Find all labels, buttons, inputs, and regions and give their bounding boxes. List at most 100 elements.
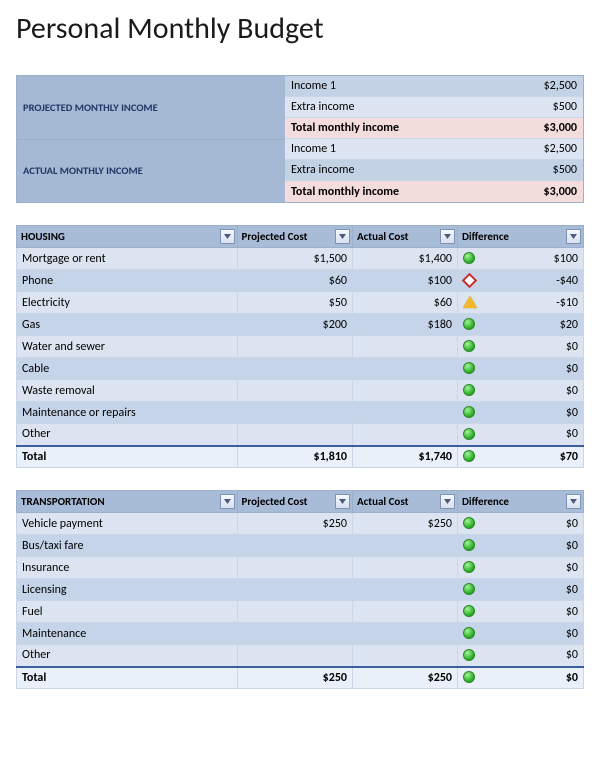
cell-projected: $60 [237,270,353,292]
cell-label: Mortgage or rent [17,248,238,270]
table-row: Other $0 [17,424,584,446]
cell-label: Insurance [17,557,238,579]
diff-value: $100 [480,252,578,266]
table-row: Cable $0 [17,358,584,380]
total-actual: $1,740 [353,446,458,468]
diff-value: -$40 [480,274,578,288]
table-row: Water and sewer $0 [17,336,584,358]
col-header-name[interactable]: HOUSING [17,226,238,248]
cell-difference: $0 [458,424,584,446]
col-header-name[interactable]: TRANSPORTATION [17,491,238,513]
cell-actual [353,623,458,645]
cell-label: Other [17,645,238,667]
income-row-label: Extra income [285,163,511,177]
income-row-value: $3,000 [511,121,583,135]
total-projected: $250 [237,667,353,689]
cell-difference: $0 [458,623,584,645]
table-row: Bus/taxi fare $0 [17,535,584,557]
cell-projected: $250 [237,513,353,535]
total-difference: $70 [458,446,584,468]
filter-projected-icon[interactable] [335,229,350,244]
total-label: Total [17,667,238,689]
income-row: Extra income$500 [285,97,583,118]
table-row: Electricity$50$60 -$10 [17,292,584,314]
table-row: Licensing $0 [17,579,584,601]
cell-actual [353,424,458,446]
cell-difference: $0 [458,557,584,579]
indicator-green-icon [463,252,476,265]
cell-actual [353,557,458,579]
filter-actual-icon[interactable] [440,494,455,509]
income-row-value: $500 [511,100,583,114]
cell-projected [237,358,353,380]
diff-value: $70 [480,450,578,464]
indicator-green-icon [463,340,476,353]
filter-actual-icon[interactable] [440,229,455,244]
income-group-label: ACTUAL MONTHLY INCOME [17,140,285,203]
col-header-projected[interactable]: Projected Cost [237,491,353,513]
cell-projected [237,601,353,623]
income-row: Extra income$500 [285,160,583,181]
cell-projected [237,424,353,446]
col-header-difference[interactable]: Difference [458,226,584,248]
cell-projected: $1,500 [237,248,353,270]
col-header-actual[interactable]: Actual Cost [353,226,458,248]
indicator-green-icon [463,649,476,662]
income-row-value: $2,500 [511,142,583,156]
income-row-value: $3,000 [511,185,583,199]
indicator-green-icon [463,671,476,684]
filter-projected-icon[interactable] [335,494,350,509]
table-row: Mortgage or rent$1,500$1,400 $100 [17,248,584,270]
cell-actual [353,402,458,424]
cell-actual [353,380,458,402]
cell-label: Waste removal [17,380,238,402]
cell-label: Licensing [17,579,238,601]
filter-name-icon[interactable] [220,494,235,509]
table-row: Fuel $0 [17,601,584,623]
indicator-green-icon [463,450,476,463]
filter-difference-icon[interactable] [566,229,581,244]
filter-name-icon[interactable] [220,229,235,244]
indicator-green-icon [463,406,476,419]
diff-value: -$10 [480,296,578,310]
table-row: Waste removal $0 [17,380,584,402]
col-header-difference[interactable]: Difference [458,491,584,513]
cell-actual: $180 [353,314,458,336]
table-row: Other $0 [17,645,584,667]
cell-label: Electricity [17,292,238,314]
income-row-label: Total monthly income [285,185,511,199]
indicator-green-icon [463,318,476,331]
cell-difference: $0 [458,358,584,380]
cell-difference: $0 [458,336,584,358]
diff-value: $0 [480,427,578,441]
diff-value: $0 [480,406,578,420]
cell-actual: $250 [353,513,458,535]
indicator-red-icon [463,274,476,287]
cell-projected [237,402,353,424]
cell-projected: $200 [237,314,353,336]
cell-projected [237,645,353,667]
filter-difference-icon[interactable] [566,494,581,509]
total-label: Total [17,446,238,468]
col-header-actual[interactable]: Actual Cost [353,491,458,513]
table-row: Gas$200$180 $20 [17,314,584,336]
income-row: Total monthly income$3,000 [285,118,583,139]
diff-value: $0 [480,648,578,662]
cell-actual [353,358,458,380]
col-header-projected[interactable]: Projected Cost [237,226,353,248]
indicator-green-icon [463,539,476,552]
indicator-green-icon [463,362,476,375]
cell-actual [353,579,458,601]
cell-projected [237,557,353,579]
cell-label: Cable [17,358,238,380]
table-row: Maintenance or repairs $0 [17,402,584,424]
income-row-label: Total monthly income [285,121,511,135]
cell-difference: $0 [458,601,584,623]
total-row: Total $1,810 $1,740 $70 [17,446,584,468]
cell-actual: $100 [353,270,458,292]
cell-difference: -$10 [458,292,584,314]
income-row: Total monthly income$3,000 [285,181,583,202]
income-group-label: PROJECTED MONTHLY INCOME [17,76,285,140]
table-row: Vehicle payment$250$250 $0 [17,513,584,535]
cell-difference: $0 [458,535,584,557]
